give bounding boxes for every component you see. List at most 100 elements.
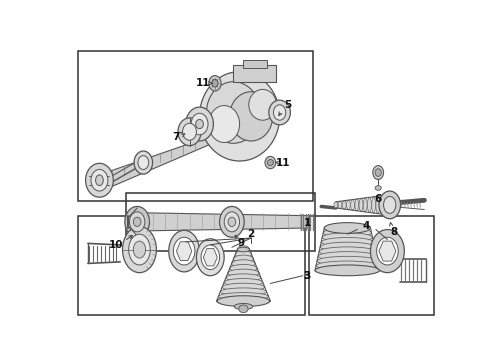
Ellipse shape xyxy=(315,265,380,276)
Ellipse shape xyxy=(233,255,253,263)
Text: 1: 1 xyxy=(304,219,311,228)
Ellipse shape xyxy=(138,156,149,170)
Ellipse shape xyxy=(224,212,240,232)
Ellipse shape xyxy=(318,252,377,261)
Text: 11: 11 xyxy=(196,78,210,88)
Ellipse shape xyxy=(229,92,273,141)
Ellipse shape xyxy=(199,72,280,161)
Text: 4: 4 xyxy=(363,221,370,231)
Ellipse shape xyxy=(322,233,372,242)
Ellipse shape xyxy=(334,202,338,208)
Bar xyxy=(233,65,276,82)
Text: 9: 9 xyxy=(238,238,245,248)
Ellipse shape xyxy=(183,123,196,140)
Ellipse shape xyxy=(212,80,218,87)
Ellipse shape xyxy=(317,256,378,266)
Ellipse shape xyxy=(237,247,249,252)
Ellipse shape xyxy=(169,230,199,272)
Ellipse shape xyxy=(196,120,203,129)
Ellipse shape xyxy=(201,245,220,270)
Ellipse shape xyxy=(324,223,370,233)
Ellipse shape xyxy=(320,242,374,251)
Bar xyxy=(244,60,267,68)
Text: 7: 7 xyxy=(173,132,180,142)
Ellipse shape xyxy=(217,297,270,305)
Ellipse shape xyxy=(268,159,273,166)
Text: 6: 6 xyxy=(374,194,382,204)
Ellipse shape xyxy=(220,206,244,237)
Ellipse shape xyxy=(86,163,113,197)
Ellipse shape xyxy=(323,228,371,237)
Ellipse shape xyxy=(122,226,156,273)
Ellipse shape xyxy=(343,201,346,209)
Ellipse shape xyxy=(96,175,103,186)
Ellipse shape xyxy=(209,76,221,91)
Ellipse shape xyxy=(351,199,355,210)
Ellipse shape xyxy=(273,105,286,120)
Ellipse shape xyxy=(129,234,150,265)
Text: 11: 11 xyxy=(275,158,290,167)
Ellipse shape xyxy=(380,195,384,214)
Ellipse shape xyxy=(91,170,108,191)
Ellipse shape xyxy=(368,197,371,212)
Ellipse shape xyxy=(269,100,291,125)
Ellipse shape xyxy=(377,237,398,265)
Polygon shape xyxy=(203,249,217,266)
Bar xyxy=(78,51,313,201)
Ellipse shape xyxy=(178,118,201,145)
Ellipse shape xyxy=(224,279,263,286)
Ellipse shape xyxy=(209,105,240,143)
Ellipse shape xyxy=(316,261,379,270)
Ellipse shape xyxy=(125,206,149,237)
Text: 2: 2 xyxy=(247,229,255,239)
Text: 8: 8 xyxy=(390,227,397,237)
Ellipse shape xyxy=(196,239,224,276)
Ellipse shape xyxy=(379,191,400,219)
Ellipse shape xyxy=(217,296,270,306)
Ellipse shape xyxy=(372,197,375,213)
Ellipse shape xyxy=(228,217,236,226)
Ellipse shape xyxy=(220,288,267,296)
Ellipse shape xyxy=(129,212,145,232)
Ellipse shape xyxy=(234,303,253,310)
Ellipse shape xyxy=(346,200,350,210)
Ellipse shape xyxy=(133,217,141,226)
Ellipse shape xyxy=(186,107,214,141)
Ellipse shape xyxy=(384,197,396,213)
Text: 3: 3 xyxy=(304,271,311,281)
Ellipse shape xyxy=(321,238,373,247)
Polygon shape xyxy=(132,213,309,231)
Ellipse shape xyxy=(319,247,376,256)
Ellipse shape xyxy=(376,196,380,213)
Polygon shape xyxy=(95,136,213,189)
Bar xyxy=(125,193,315,251)
Text: 3: 3 xyxy=(304,271,311,281)
Ellipse shape xyxy=(373,166,384,180)
Ellipse shape xyxy=(219,293,269,300)
Ellipse shape xyxy=(173,237,195,265)
Polygon shape xyxy=(176,242,192,260)
Ellipse shape xyxy=(375,186,381,190)
Ellipse shape xyxy=(133,241,146,258)
Ellipse shape xyxy=(370,230,404,273)
Ellipse shape xyxy=(191,113,208,135)
Ellipse shape xyxy=(249,89,276,120)
Ellipse shape xyxy=(237,246,249,253)
Ellipse shape xyxy=(228,269,259,277)
Ellipse shape xyxy=(206,82,260,143)
Ellipse shape xyxy=(232,260,255,267)
Ellipse shape xyxy=(230,265,257,272)
Text: 5: 5 xyxy=(284,100,291,110)
Text: 10: 10 xyxy=(109,240,123,250)
Ellipse shape xyxy=(338,201,342,208)
Bar xyxy=(309,216,434,315)
Ellipse shape xyxy=(235,251,251,258)
Ellipse shape xyxy=(222,283,265,291)
Ellipse shape xyxy=(359,198,363,211)
Ellipse shape xyxy=(265,156,276,169)
Ellipse shape xyxy=(315,266,380,275)
Ellipse shape xyxy=(355,199,359,211)
Ellipse shape xyxy=(226,274,261,282)
Ellipse shape xyxy=(375,169,381,176)
Ellipse shape xyxy=(134,151,152,174)
